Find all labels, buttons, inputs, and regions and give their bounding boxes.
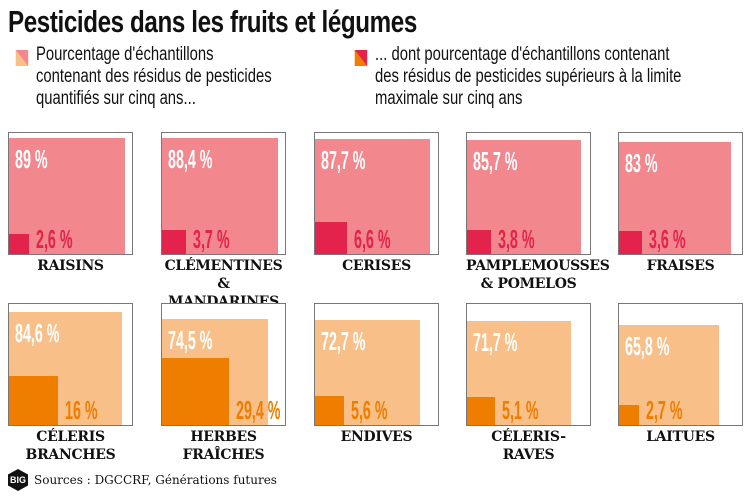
panel-box: 71,7 % 5,1 % (466, 303, 591, 426)
above-limit-square (467, 397, 495, 425)
above-limit-label: 2,7 % (646, 395, 683, 425)
source-text: Sources : DGCCRF, Générations futures (34, 473, 277, 487)
item-name: ENDIVES (340, 429, 413, 445)
legend-line: ... dont pourcentage d'échantillons cont… (375, 44, 670, 65)
quantified-label: 83 % (625, 147, 658, 178)
panel-box: 74,5 % 29,4 % (161, 303, 286, 426)
above-limit-square (9, 375, 59, 425)
above-limit-label: 6,6 % (353, 224, 391, 254)
legend-swatch-above-limit (354, 50, 368, 66)
above-limit-square (162, 230, 186, 254)
panel-box: 89 % 2,6 % (8, 132, 133, 255)
item-name: RAISINS (37, 258, 104, 274)
quantified-label: 85,7 % (473, 146, 518, 177)
above-limit-label: 3,6 % (649, 224, 686, 254)
above-limit-square (9, 234, 29, 254)
above-limit-square (619, 404, 640, 425)
legend-swatch-quantified (15, 50, 29, 66)
item-name: FRAISES (646, 258, 715, 274)
panel-box: 87,7 % 6,6 % (314, 132, 439, 255)
item-name: CÉLERIS-RAVES (491, 429, 566, 463)
source-line: BIG Sources : DGCCRF, Générations future… (8, 469, 277, 491)
above-limit-square (467, 230, 491, 254)
above-limit-label: 3,7 % (192, 224, 230, 254)
item-name: HERBES FRAÎCHES (182, 429, 265, 463)
panel-box: 83 % 3,6 % (618, 132, 743, 255)
legend-above-limit: ... dont pourcentage d'échantillons cont… (354, 44, 682, 110)
item-name: CERISES (342, 258, 411, 274)
item-name: CÉLERIS BRANCHES (25, 429, 116, 463)
above-limit-label: 2,6 % (35, 224, 73, 254)
panel-laitues: 65,8 % 2,7 % LAITUES (618, 303, 743, 446)
legend-quantified: Pourcentage d'échantillons contenant des… (15, 44, 272, 110)
panel-fraises: 83 % 3,6 % FRAISES (618, 132, 743, 275)
above-limit-square (619, 230, 643, 254)
quantified-label: 87,7 % (321, 144, 366, 175)
above-limit-label: 5,1 % (501, 395, 539, 425)
panel-céleris-raves: 71,7 % 5,1 % CÉLERIS-RAVES (466, 303, 591, 464)
above-limit-square (315, 222, 347, 254)
panel-box: 65,8 % 2,7 % (618, 303, 743, 426)
quantified-label: 71,7 % (473, 326, 518, 357)
panel-endives: 72,7 % 5,6 % ENDIVES (314, 303, 439, 446)
panel-cerises: 87,7 % 6,6 % CERISES (314, 132, 439, 275)
panel-box: 72,7 % 5,6 % (314, 303, 439, 426)
above-limit-label: 3,8 % (497, 224, 535, 254)
panel-herbes-fraîches: 74,5 % 29,4 % HERBES FRAÎCHES (161, 303, 286, 464)
chart-title: Pesticides dans les fruits et légumes (8, 4, 417, 39)
quantified-label: 65,8 % (625, 331, 670, 362)
quantified-label: 84,6 % (15, 317, 60, 348)
panel-box: 88,4 % 3,7 % (161, 132, 286, 255)
legend-line: maximale sur cinq ans (375, 88, 523, 109)
legend-line: Pourcentage d'échantillons (36, 44, 214, 65)
above-limit-label: 5,6 % (351, 395, 388, 425)
panel-raisins: 89 % 2,6 % RAISINS (8, 132, 133, 275)
item-name: LAITUES (646, 429, 715, 445)
panel-céleris-branches: 84,6 % 16 % CÉLERIS BRANCHES (8, 303, 133, 464)
panel-pamplemousses-pomelos: 85,7 % 3,8 % PAMPLEMOUSSES & POMELOS (466, 132, 610, 293)
item-name: PAMPLEMOUSSES & POMELOS (466, 258, 610, 292)
quantified-label: 74,5 % (168, 324, 213, 355)
quantified-label: 89 % (15, 143, 48, 174)
panel-box: 85,7 % 3,8 % (466, 132, 591, 255)
legend-line: contenant des résidus de pesticides (36, 66, 272, 87)
above-limit-square (315, 395, 345, 425)
above-limit-label: 16 % (65, 395, 98, 425)
panel-box: 84,6 % 16 % (8, 303, 133, 426)
above-limit-square (162, 358, 229, 425)
quantified-label: 88,4 % (168, 144, 213, 175)
panel-clémentines-mandarines: 88,4 % 3,7 % CLÉMENTINES & MANDARINES (161, 132, 286, 311)
legend-line: des résidus de pesticides supérieurs à l… (375, 66, 682, 87)
quantified-label: 72,7 % (321, 326, 366, 357)
legend-line: quantifiés sur cinq ans... (36, 88, 196, 109)
logo: BIG (8, 469, 28, 491)
above-limit-label: 29,4 % (235, 395, 281, 425)
